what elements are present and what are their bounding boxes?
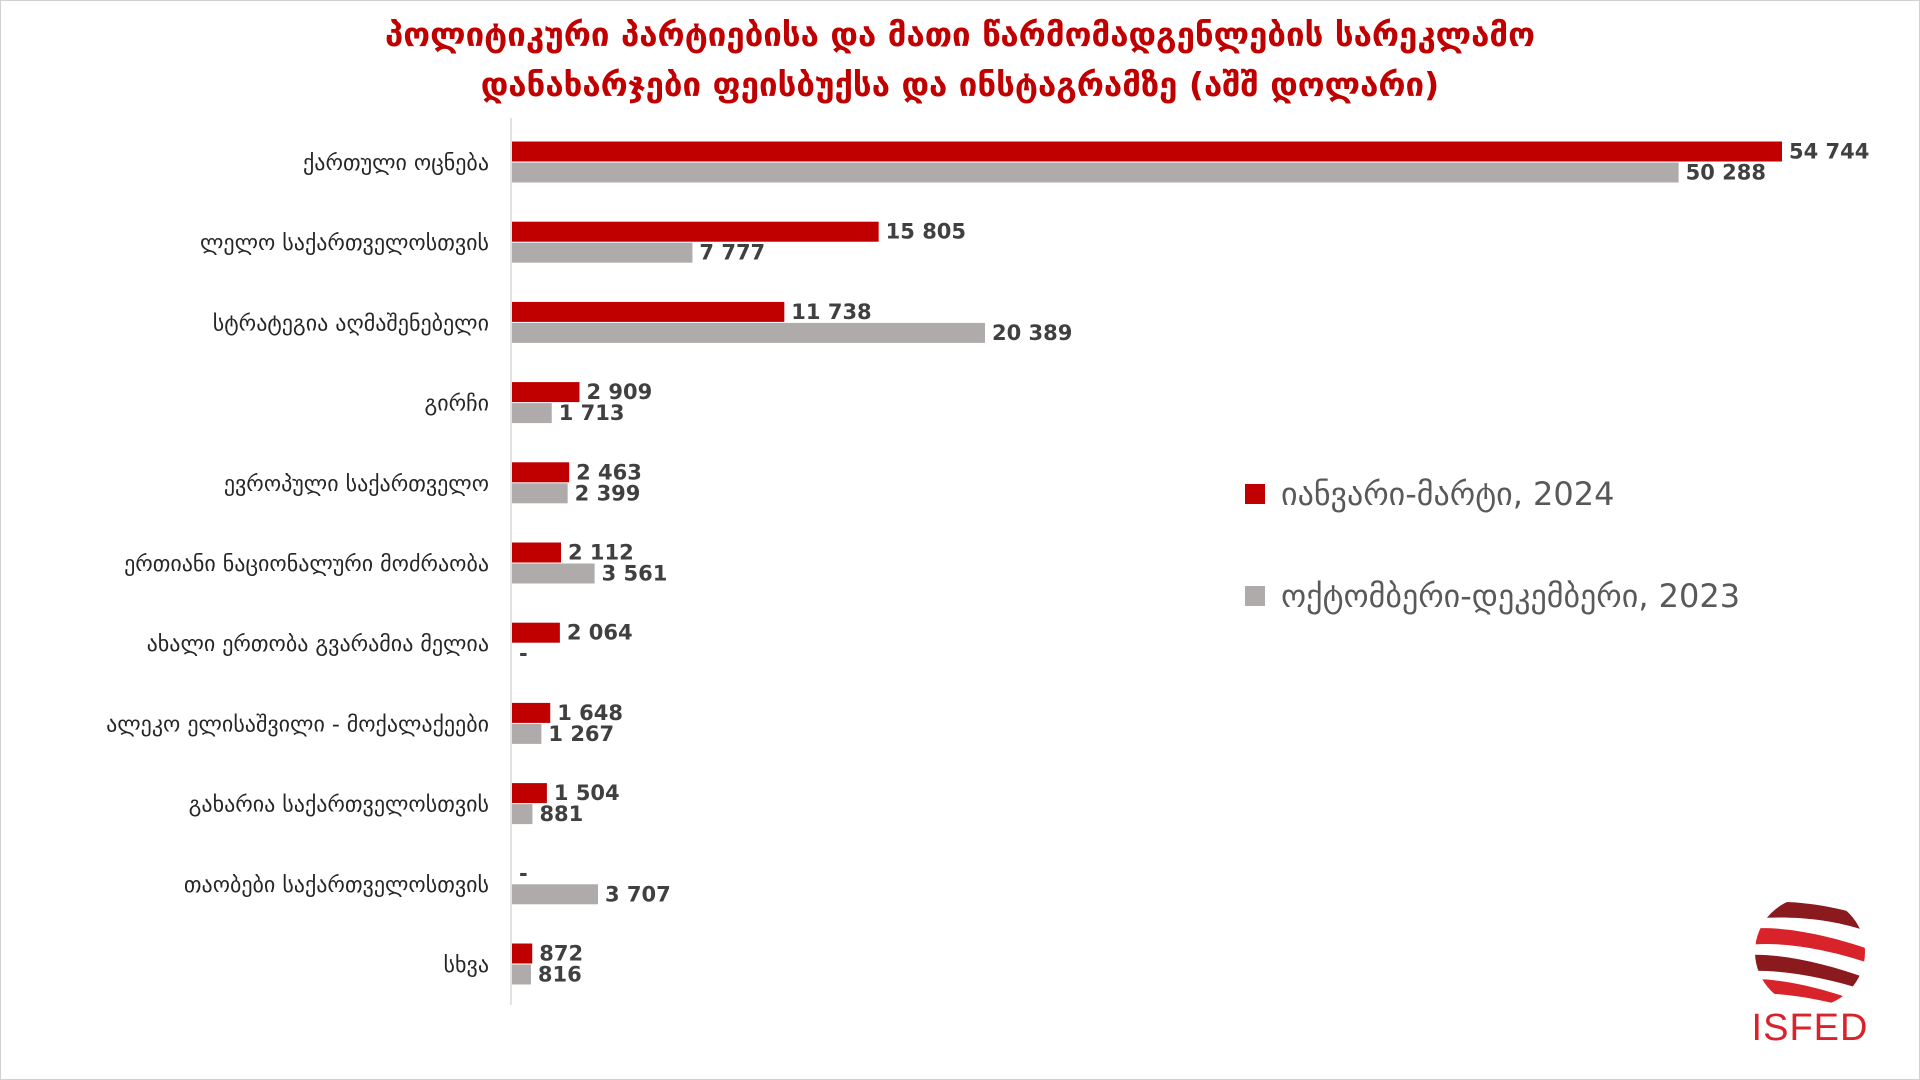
- legend-label-2024: იანვარი-მარტი, 2024: [1281, 475, 1615, 513]
- bar-2024: [512, 943, 533, 964]
- data-label-2023: 1 267: [548, 722, 614, 746]
- bar-2024: [512, 382, 580, 403]
- data-label-2023: 816: [538, 963, 582, 987]
- category-label: ახალი ერთობა გვარამია მელია: [147, 632, 489, 657]
- data-label-2024: 2 064: [567, 621, 633, 645]
- legend-item-2023: ოქტომბერი-დეკემბერი, 2023: [1245, 570, 1740, 622]
- category-label: თაობები საქართველოსთვის: [184, 873, 489, 898]
- bar-2023: [512, 964, 531, 985]
- bar-2024: [512, 221, 879, 242]
- data-label-2024: -: [519, 861, 528, 885]
- data-label-2024: 872: [539, 942, 583, 966]
- data-label-2023: 20 389: [992, 321, 1072, 345]
- bar-2024: [512, 783, 547, 804]
- category-label: სხვა: [444, 953, 489, 978]
- data-label-2024: 1 648: [557, 701, 623, 725]
- data-label-2024: 11 738: [791, 300, 871, 324]
- data-label-2023: 3 561: [602, 562, 668, 586]
- legend-swatch-2024: [1245, 484, 1265, 504]
- data-label-2024: 54 744: [1789, 140, 1869, 164]
- bar-2023: [512, 483, 568, 504]
- bar-2023: [512, 242, 693, 263]
- bar-2024: [512, 622, 560, 643]
- category-label: ევროპული საქართველო: [224, 472, 489, 497]
- category-label: სტრატეგია აღმაშენებელი: [213, 311, 489, 336]
- bar-2024: [512, 301, 785, 322]
- data-label-2024: 15 805: [886, 220, 966, 244]
- data-label-2023: 50 288: [1686, 161, 1766, 185]
- legend-swatch-2023: [1245, 586, 1265, 606]
- data-label-2024: 2 909: [586, 380, 652, 404]
- data-label-2024: 1 504: [554, 781, 620, 805]
- data-label-2023: 7 777: [699, 241, 765, 265]
- data-label-2023: 1 713: [559, 401, 625, 425]
- chart-title-line-1: პოლიტიკური პარტიებისა და მათი წარმომადგე…: [384, 15, 1536, 54]
- bar-2023: [512, 804, 533, 825]
- bar-2024: [512, 141, 1782, 162]
- isfed-logo-icon: [1755, 901, 1865, 1007]
- category-label: გახარია საქართველოსთვის: [189, 793, 489, 818]
- bar-2023: [512, 322, 986, 343]
- data-label-2023: 2 399: [575, 481, 641, 505]
- data-label-2023: 881: [539, 802, 583, 826]
- chart-title-line-2: დანახარჯები ფეისბუქსა და ინსტაგრამზე (აშ…: [480, 65, 1440, 104]
- bar-2024: [512, 542, 561, 563]
- category-label: ქართული ოცნება: [303, 151, 489, 176]
- bar-2023: [512, 162, 1679, 183]
- category-label: გირჩი: [424, 392, 489, 417]
- bar-2023: [512, 563, 595, 584]
- chart-legend: იანვარი-მარტი, 2024 ოქტომბერი-დეკემბერი,…: [1245, 468, 1740, 672]
- data-label-2024: 2 463: [576, 460, 642, 484]
- data-label-2023: 3 707: [605, 882, 671, 906]
- bar-2023: [512, 403, 552, 424]
- isfed-logo-text: ISFED: [1751, 1007, 1869, 1049]
- bar-2023: [512, 884, 598, 905]
- chart-title: პოლიტიკური პარტიებისა და მათი წარმომადგე…: [0, 10, 1920, 110]
- isfed-logo: ISFED: [1740, 895, 1880, 1065]
- category-label: ალეკო ელისაშვილი - მოქალაქეები: [106, 712, 489, 737]
- legend-label-2023: ოქტომბერი-დეკემბერი, 2023: [1281, 577, 1741, 615]
- data-label-2024: 2 112: [568, 541, 634, 565]
- category-label: ლელო საქართველოსთვის: [200, 231, 489, 256]
- bar-2023: [512, 723, 542, 744]
- legend-item-2024: იანვარი-მარტი, 2024: [1245, 468, 1740, 520]
- data-label-2023: -: [519, 642, 528, 666]
- category-label: ერთიანი ნაციონალური მოძრაობა: [124, 552, 489, 577]
- bar-2024: [512, 702, 551, 723]
- bar-2024: [512, 462, 570, 483]
